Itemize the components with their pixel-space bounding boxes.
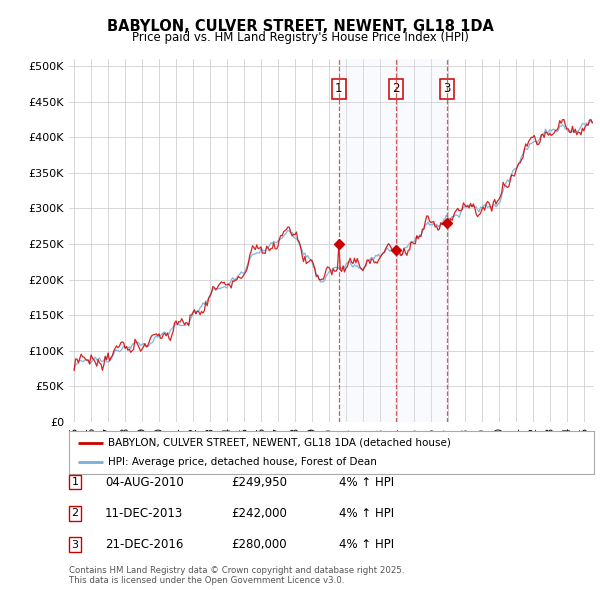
- Text: 2: 2: [71, 509, 79, 518]
- Text: £242,000: £242,000: [231, 507, 287, 520]
- Text: BABYLON, CULVER STREET, NEWENT, GL18 1DA: BABYLON, CULVER STREET, NEWENT, GL18 1DA: [107, 19, 493, 34]
- Text: 4% ↑ HPI: 4% ↑ HPI: [339, 538, 394, 551]
- Text: 3: 3: [443, 83, 451, 96]
- Text: 3: 3: [71, 540, 79, 549]
- Text: Price paid vs. HM Land Registry's House Price Index (HPI): Price paid vs. HM Land Registry's House …: [131, 31, 469, 44]
- Text: 1: 1: [71, 477, 79, 487]
- Text: 04-AUG-2010: 04-AUG-2010: [105, 476, 184, 489]
- Text: £249,950: £249,950: [231, 476, 287, 489]
- Text: 11-DEC-2013: 11-DEC-2013: [105, 507, 183, 520]
- Text: 21-DEC-2016: 21-DEC-2016: [105, 538, 184, 551]
- Text: BABYLON, CULVER STREET, NEWENT, GL18 1DA (detached house): BABYLON, CULVER STREET, NEWENT, GL18 1DA…: [109, 438, 451, 448]
- Text: Contains HM Land Registry data © Crown copyright and database right 2025.
This d: Contains HM Land Registry data © Crown c…: [69, 566, 404, 585]
- Text: 4% ↑ HPI: 4% ↑ HPI: [339, 476, 394, 489]
- Text: 4% ↑ HPI: 4% ↑ HPI: [339, 507, 394, 520]
- Bar: [339, 59, 447, 422]
- Text: 1: 1: [335, 83, 343, 96]
- Text: HPI: Average price, detached house, Forest of Dean: HPI: Average price, detached house, Fore…: [109, 457, 377, 467]
- Text: 2: 2: [392, 83, 400, 96]
- Text: £280,000: £280,000: [231, 538, 287, 551]
